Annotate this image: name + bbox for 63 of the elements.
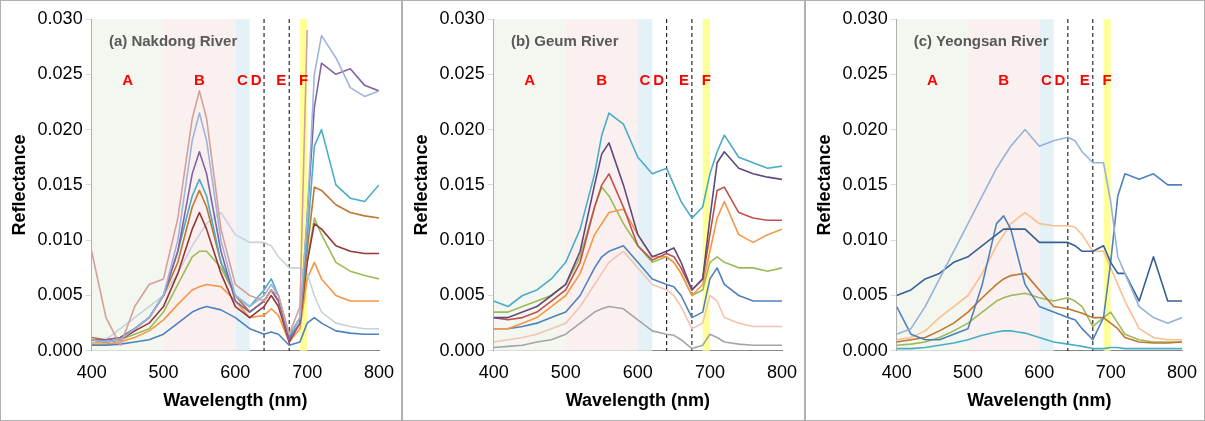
x-tick-label: 600	[1024, 361, 1055, 382]
y-tick-label: 0.025	[439, 63, 485, 84]
band-label: A	[524, 70, 536, 88]
y-tick-label: 0.000	[842, 339, 888, 360]
x-tick-label: 400	[478, 361, 509, 382]
y-tick-label: 0.030	[842, 7, 888, 28]
x-axis-title: Wavelength (nm)	[163, 390, 308, 411]
y-tick-label: 0.000	[439, 339, 485, 360]
band-label: B	[596, 70, 608, 88]
x-tick-label: 800	[1166, 361, 1198, 382]
x-tick-label: 700	[1095, 361, 1126, 382]
ref-line-label: D	[653, 70, 665, 88]
text: (c) Yeongsan River	[913, 32, 1049, 50]
y-tick-label: 0.010	[37, 229, 83, 250]
y-axis-title: Reflectance	[8, 134, 29, 236]
x-axis-title: Wavelength (nm)	[967, 390, 1112, 411]
x-tick-label: 500	[952, 361, 984, 382]
y-tick-label: 0.025	[37, 63, 83, 84]
y-tick-label: 0.020	[842, 118, 888, 139]
band-label: C	[1041, 70, 1053, 88]
y-tick-label: 0.015	[439, 173, 485, 194]
x-tick-label: 500	[550, 361, 581, 382]
x-tick-label: 600	[622, 361, 653, 382]
ref-line-label: E	[1079, 70, 1090, 88]
y-tick-label: 0.010	[842, 229, 888, 250]
ref-line-label: E	[276, 70, 287, 88]
y-tick-label: 0.015	[37, 173, 83, 194]
y-tick-label: 0.005	[37, 284, 83, 305]
x-tick-label: 700	[694, 361, 725, 382]
y-axis-title: Reflectance	[813, 134, 834, 236]
y-tick-label: 0.025	[842, 63, 888, 84]
x-tick-label: 700	[292, 361, 323, 382]
band-label: A	[926, 70, 938, 88]
x-axis-title: Wavelength (nm)	[565, 390, 710, 411]
x-tick-label: 500	[148, 361, 179, 382]
band-label: C	[237, 70, 249, 88]
y-tick-label: 0.015	[842, 173, 888, 194]
y-tick-label: 0.020	[439, 118, 485, 139]
band-label: C	[639, 70, 651, 88]
x-tick-label: 400	[76, 361, 107, 382]
y-tick-label: 0.020	[37, 118, 83, 139]
x-tick-label: 400	[881, 361, 912, 382]
x-tick-label: 600	[220, 361, 251, 382]
band-label: F	[701, 70, 711, 88]
band-label: F	[1102, 70, 1112, 88]
y-tick-label: 0.030	[439, 7, 485, 28]
band-label: B	[193, 70, 205, 88]
y-tick-label: 0.000	[37, 339, 83, 360]
y-axis-title: Reflectance	[410, 134, 431, 236]
ref-line-label: E	[678, 70, 689, 88]
band-label: B	[998, 70, 1010, 88]
ref-line-label: D	[1054, 70, 1066, 88]
text: (a) Nakdong River	[108, 32, 238, 50]
y-tick-label: 0.005	[439, 284, 485, 305]
x-tick-label: 800	[766, 361, 798, 382]
band-label: A	[122, 70, 134, 88]
y-tick-label: 0.030	[37, 7, 83, 28]
x-tick-label: 800	[363, 361, 395, 382]
text: (b) Geum River	[510, 32, 619, 50]
ref-line-label: D	[250, 70, 262, 88]
band-label: F	[298, 70, 309, 88]
y-tick-label: 0.010	[439, 229, 485, 250]
y-tick-label: 0.005	[842, 284, 888, 305]
